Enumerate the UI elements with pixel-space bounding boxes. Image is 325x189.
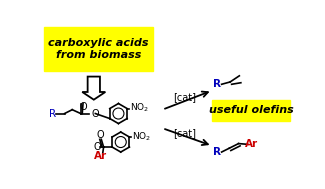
Text: R: R [213,79,221,89]
Text: [cat]: [cat] [173,92,196,102]
Text: O: O [97,130,104,140]
FancyBboxPatch shape [44,26,153,71]
Polygon shape [82,77,105,100]
Text: O: O [92,108,99,119]
Text: O: O [79,102,87,112]
FancyBboxPatch shape [212,100,290,121]
Text: NO$_2$: NO$_2$ [130,101,150,114]
Text: Ar: Ar [245,139,258,149]
Text: useful olefins: useful olefins [209,105,293,115]
Text: NO$_2$: NO$_2$ [132,130,151,143]
Text: R: R [49,108,56,119]
Text: O: O [94,142,101,152]
Text: Ar: Ar [94,151,107,161]
Text: carboxylic acids
from biomass: carboxylic acids from biomass [48,38,149,60]
Text: R: R [213,147,221,157]
Text: [cat]: [cat] [173,128,196,138]
